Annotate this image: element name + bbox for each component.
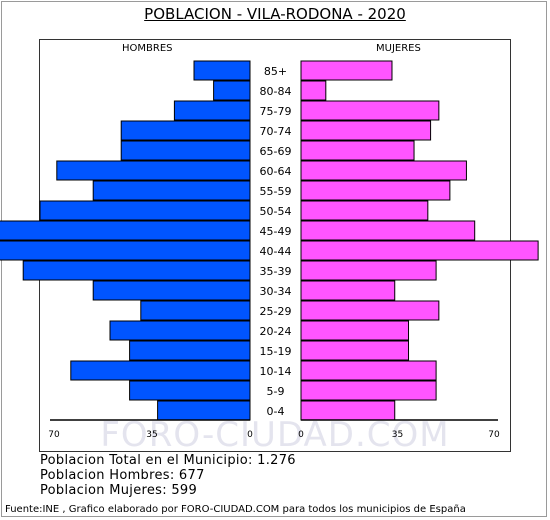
men-bar-25-29	[140, 300, 251, 321]
age-label-70-74: 70-74	[260, 125, 292, 138]
men-bar-0-4	[157, 400, 251, 421]
men-bar-15-19	[129, 340, 251, 361]
x-tick-label: 70	[48, 430, 60, 440]
age-label-20-24: 20-24	[260, 325, 292, 338]
women-label: MUJERES	[376, 43, 421, 54]
women-bar-80-84	[300, 80, 327, 101]
age-label-45-49: 45-49	[260, 225, 292, 238]
age-label-60-64: 60-64	[260, 165, 292, 178]
x-tick-label: 0	[247, 430, 253, 440]
age-label-30-34: 30-34	[260, 285, 292, 298]
men-bar-55-59	[92, 180, 251, 201]
total-population: Poblacion Total en el Municipio: 1.276	[40, 453, 296, 468]
women-bar-30-34	[300, 280, 396, 301]
chart-title: POBLACION - VILA-RODONA - 2020	[144, 5, 406, 23]
age-label-0-4: 0-4	[267, 405, 285, 418]
women-bar-20-24	[300, 320, 410, 341]
men-bar-85+	[193, 60, 251, 81]
men-bar-80-84	[213, 80, 251, 101]
age-label-80-84: 80-84	[260, 85, 292, 98]
women-bar-15-19	[300, 340, 410, 361]
men-label: HOMBRES	[122, 43, 173, 54]
age-label-5-9: 5-9	[267, 385, 285, 398]
women-bar-45-49	[300, 220, 476, 241]
watermark: FORO-CIUDAD.COM	[100, 415, 450, 455]
women-bar-60-64	[300, 160, 467, 181]
age-label-15-19: 15-19	[260, 345, 292, 358]
men-bar-5-9	[129, 380, 251, 401]
source-note: Fuente:INE , Grafico elaborado por FORO-…	[5, 504, 466, 515]
women-bar-10-14	[300, 360, 437, 381]
women-bar-55-59	[300, 180, 451, 201]
men-bar-75-79	[173, 100, 251, 121]
x-tick-label: 35	[392, 430, 403, 440]
women-bar-70-74	[300, 120, 432, 141]
men-bar-30-34	[92, 280, 251, 301]
women-bar-40-44	[300, 240, 539, 261]
women-bar-25-29	[300, 300, 440, 321]
women-bar-85+	[300, 60, 393, 81]
men-bar-45-49	[0, 220, 251, 241]
women-population: Poblacion Mujeres: 599	[40, 483, 198, 498]
men-bar-50-54	[39, 200, 251, 221]
women-bar-35-39	[300, 260, 437, 281]
women-bar-50-54	[300, 200, 429, 221]
men-bar-10-14	[70, 360, 251, 381]
age-label-85+: 85+	[264, 65, 287, 78]
men-bar-20-24	[109, 320, 251, 341]
women-bar-75-79	[300, 100, 440, 121]
x-tick-label: 0	[298, 430, 304, 440]
age-label-50-54: 50-54	[260, 205, 292, 218]
x-tick-label: 35	[146, 430, 157, 440]
age-label-35-39: 35-39	[260, 265, 292, 278]
age-label-65-69: 65-69	[260, 145, 292, 158]
age-label-75-79: 75-79	[260, 105, 292, 118]
age-label-55-59: 55-59	[260, 185, 292, 198]
age-label-10-14: 10-14	[260, 365, 292, 378]
women-bar-5-9	[300, 380, 437, 401]
men-bar-60-64	[56, 160, 251, 181]
men-bar-40-44	[0, 240, 251, 261]
men-population: Poblacion Hombres: 677	[40, 468, 205, 483]
age-label-25-29: 25-29	[260, 305, 292, 318]
women-bar-65-69	[300, 140, 415, 161]
age-label-40-44: 40-44	[260, 245, 292, 258]
women-bar-0-4	[300, 400, 396, 421]
men-bar-70-74	[120, 120, 251, 141]
men-bar-65-69	[120, 140, 251, 161]
x-tick-label: 70	[488, 430, 500, 440]
men-bar-35-39	[22, 260, 251, 281]
